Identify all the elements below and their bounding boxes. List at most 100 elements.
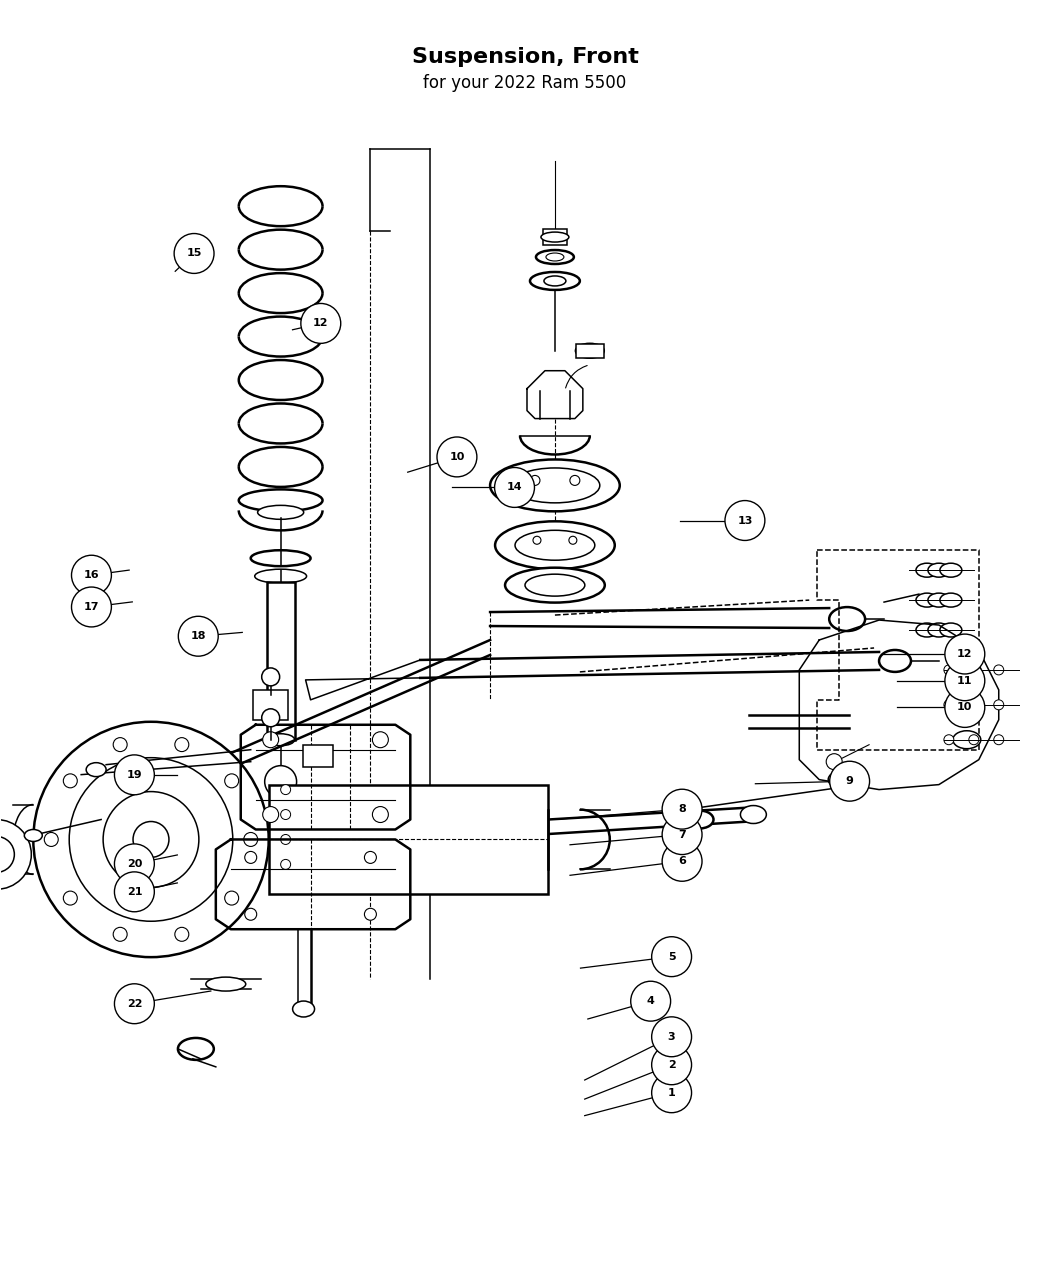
- Circle shape: [945, 687, 985, 727]
- Circle shape: [945, 660, 985, 701]
- Ellipse shape: [575, 344, 604, 358]
- Text: 8: 8: [678, 805, 686, 815]
- Circle shape: [533, 537, 541, 544]
- Circle shape: [663, 789, 702, 829]
- Text: 10: 10: [958, 703, 972, 713]
- Ellipse shape: [940, 564, 962, 578]
- Circle shape: [103, 792, 198, 887]
- Ellipse shape: [879, 650, 911, 672]
- Circle shape: [724, 501, 764, 541]
- Bar: [267, 583, 295, 740]
- Ellipse shape: [952, 731, 981, 748]
- Circle shape: [944, 734, 953, 745]
- Bar: [302, 745, 333, 766]
- Bar: [543, 230, 567, 245]
- Text: Suspension, Front: Suspension, Front: [412, 47, 638, 66]
- Circle shape: [652, 937, 692, 977]
- Text: 2: 2: [668, 1060, 675, 1070]
- Circle shape: [0, 836, 15, 872]
- Text: 10: 10: [449, 451, 464, 462]
- Text: 16: 16: [84, 570, 100, 580]
- Ellipse shape: [544, 275, 566, 286]
- Ellipse shape: [916, 593, 938, 607]
- Circle shape: [993, 700, 1004, 710]
- Circle shape: [175, 738, 189, 751]
- Circle shape: [114, 755, 154, 794]
- Circle shape: [969, 734, 979, 745]
- Circle shape: [280, 810, 291, 820]
- Ellipse shape: [505, 567, 605, 603]
- Ellipse shape: [830, 607, 865, 631]
- Ellipse shape: [536, 250, 574, 264]
- Bar: [269, 784, 548, 894]
- Ellipse shape: [490, 459, 620, 511]
- Circle shape: [663, 842, 702, 881]
- Circle shape: [969, 666, 979, 674]
- Ellipse shape: [952, 660, 981, 678]
- Circle shape: [652, 1017, 692, 1057]
- Ellipse shape: [952, 696, 981, 714]
- Circle shape: [945, 634, 985, 674]
- Text: 14: 14: [507, 482, 522, 492]
- Ellipse shape: [541, 232, 569, 242]
- Ellipse shape: [530, 272, 580, 289]
- Text: 20: 20: [127, 859, 142, 868]
- Ellipse shape: [361, 827, 387, 845]
- Circle shape: [364, 908, 376, 921]
- Ellipse shape: [255, 569, 307, 583]
- Circle shape: [569, 537, 576, 544]
- Text: 1: 1: [668, 1088, 675, 1098]
- Text: 15: 15: [187, 249, 202, 259]
- Ellipse shape: [24, 830, 42, 842]
- Circle shape: [0, 820, 32, 890]
- Text: 13: 13: [737, 515, 753, 525]
- Circle shape: [944, 666, 953, 674]
- Text: 6: 6: [678, 857, 686, 866]
- Ellipse shape: [516, 530, 594, 560]
- Circle shape: [301, 303, 341, 343]
- Circle shape: [969, 700, 979, 710]
- Text: 5: 5: [668, 951, 675, 961]
- Circle shape: [113, 927, 127, 941]
- Circle shape: [570, 476, 580, 486]
- Text: 17: 17: [84, 602, 99, 612]
- Circle shape: [178, 616, 218, 657]
- Circle shape: [280, 859, 291, 870]
- Text: 11: 11: [958, 676, 972, 686]
- Text: 12: 12: [313, 319, 329, 329]
- Circle shape: [114, 984, 154, 1024]
- Circle shape: [495, 468, 534, 507]
- Ellipse shape: [496, 521, 614, 569]
- Circle shape: [826, 754, 842, 770]
- Circle shape: [245, 852, 256, 863]
- Circle shape: [652, 1072, 692, 1113]
- Circle shape: [652, 1044, 692, 1085]
- Circle shape: [262, 807, 278, 822]
- Circle shape: [993, 666, 1004, 674]
- Circle shape: [113, 738, 127, 751]
- Circle shape: [280, 834, 291, 844]
- Circle shape: [830, 761, 869, 801]
- Ellipse shape: [686, 811, 714, 829]
- Circle shape: [530, 476, 540, 486]
- Ellipse shape: [206, 977, 246, 991]
- Circle shape: [262, 732, 278, 747]
- Text: 7: 7: [678, 830, 686, 840]
- Ellipse shape: [251, 551, 311, 566]
- Ellipse shape: [828, 771, 851, 788]
- Ellipse shape: [177, 1038, 214, 1060]
- Text: 4: 4: [647, 996, 654, 1006]
- Text: 18: 18: [190, 631, 206, 641]
- Text: 3: 3: [668, 1031, 675, 1042]
- Ellipse shape: [928, 564, 950, 578]
- Ellipse shape: [928, 623, 950, 638]
- Bar: [253, 690, 288, 720]
- Circle shape: [261, 668, 279, 686]
- Circle shape: [71, 555, 111, 595]
- Circle shape: [437, 437, 477, 477]
- Circle shape: [280, 784, 291, 794]
- Circle shape: [265, 766, 296, 798]
- Bar: [575, 344, 604, 358]
- Text: 12: 12: [958, 649, 972, 659]
- Circle shape: [244, 833, 257, 847]
